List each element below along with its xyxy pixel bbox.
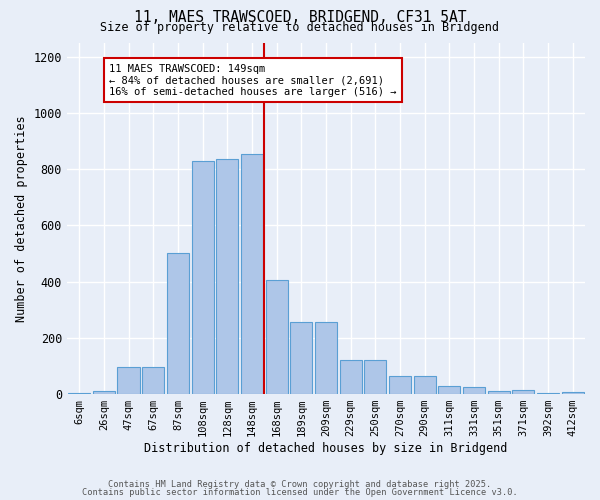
X-axis label: Distribution of detached houses by size in Bridgend: Distribution of detached houses by size …: [144, 442, 508, 455]
Bar: [315, 322, 337, 394]
Bar: [389, 376, 411, 394]
Bar: [364, 360, 386, 394]
Bar: [537, 392, 559, 394]
Bar: [512, 390, 535, 394]
Bar: [142, 368, 164, 394]
Text: 11 MAES TRAWSCOED: 149sqm
← 84% of detached houses are smaller (2,691)
16% of se: 11 MAES TRAWSCOED: 149sqm ← 84% of detac…: [109, 64, 397, 97]
Text: Contains HM Land Registry data © Crown copyright and database right 2025.: Contains HM Land Registry data © Crown c…: [109, 480, 491, 489]
Bar: [93, 392, 115, 394]
Bar: [413, 376, 436, 394]
Bar: [167, 254, 189, 394]
Bar: [463, 387, 485, 394]
Bar: [118, 368, 140, 394]
Bar: [340, 360, 362, 394]
Bar: [290, 322, 313, 394]
Text: Size of property relative to detached houses in Bridgend: Size of property relative to detached ho…: [101, 21, 499, 34]
Bar: [488, 390, 510, 394]
Text: 11, MAES TRAWSCOED, BRIDGEND, CF31 5AT: 11, MAES TRAWSCOED, BRIDGEND, CF31 5AT: [134, 10, 466, 25]
Text: Contains public sector information licensed under the Open Government Licence v3: Contains public sector information licen…: [82, 488, 518, 497]
Bar: [562, 392, 584, 394]
Bar: [216, 159, 238, 394]
Bar: [266, 280, 288, 394]
Bar: [438, 386, 460, 394]
Y-axis label: Number of detached properties: Number of detached properties: [15, 115, 28, 322]
Bar: [241, 154, 263, 394]
Bar: [191, 160, 214, 394]
Bar: [68, 392, 91, 394]
